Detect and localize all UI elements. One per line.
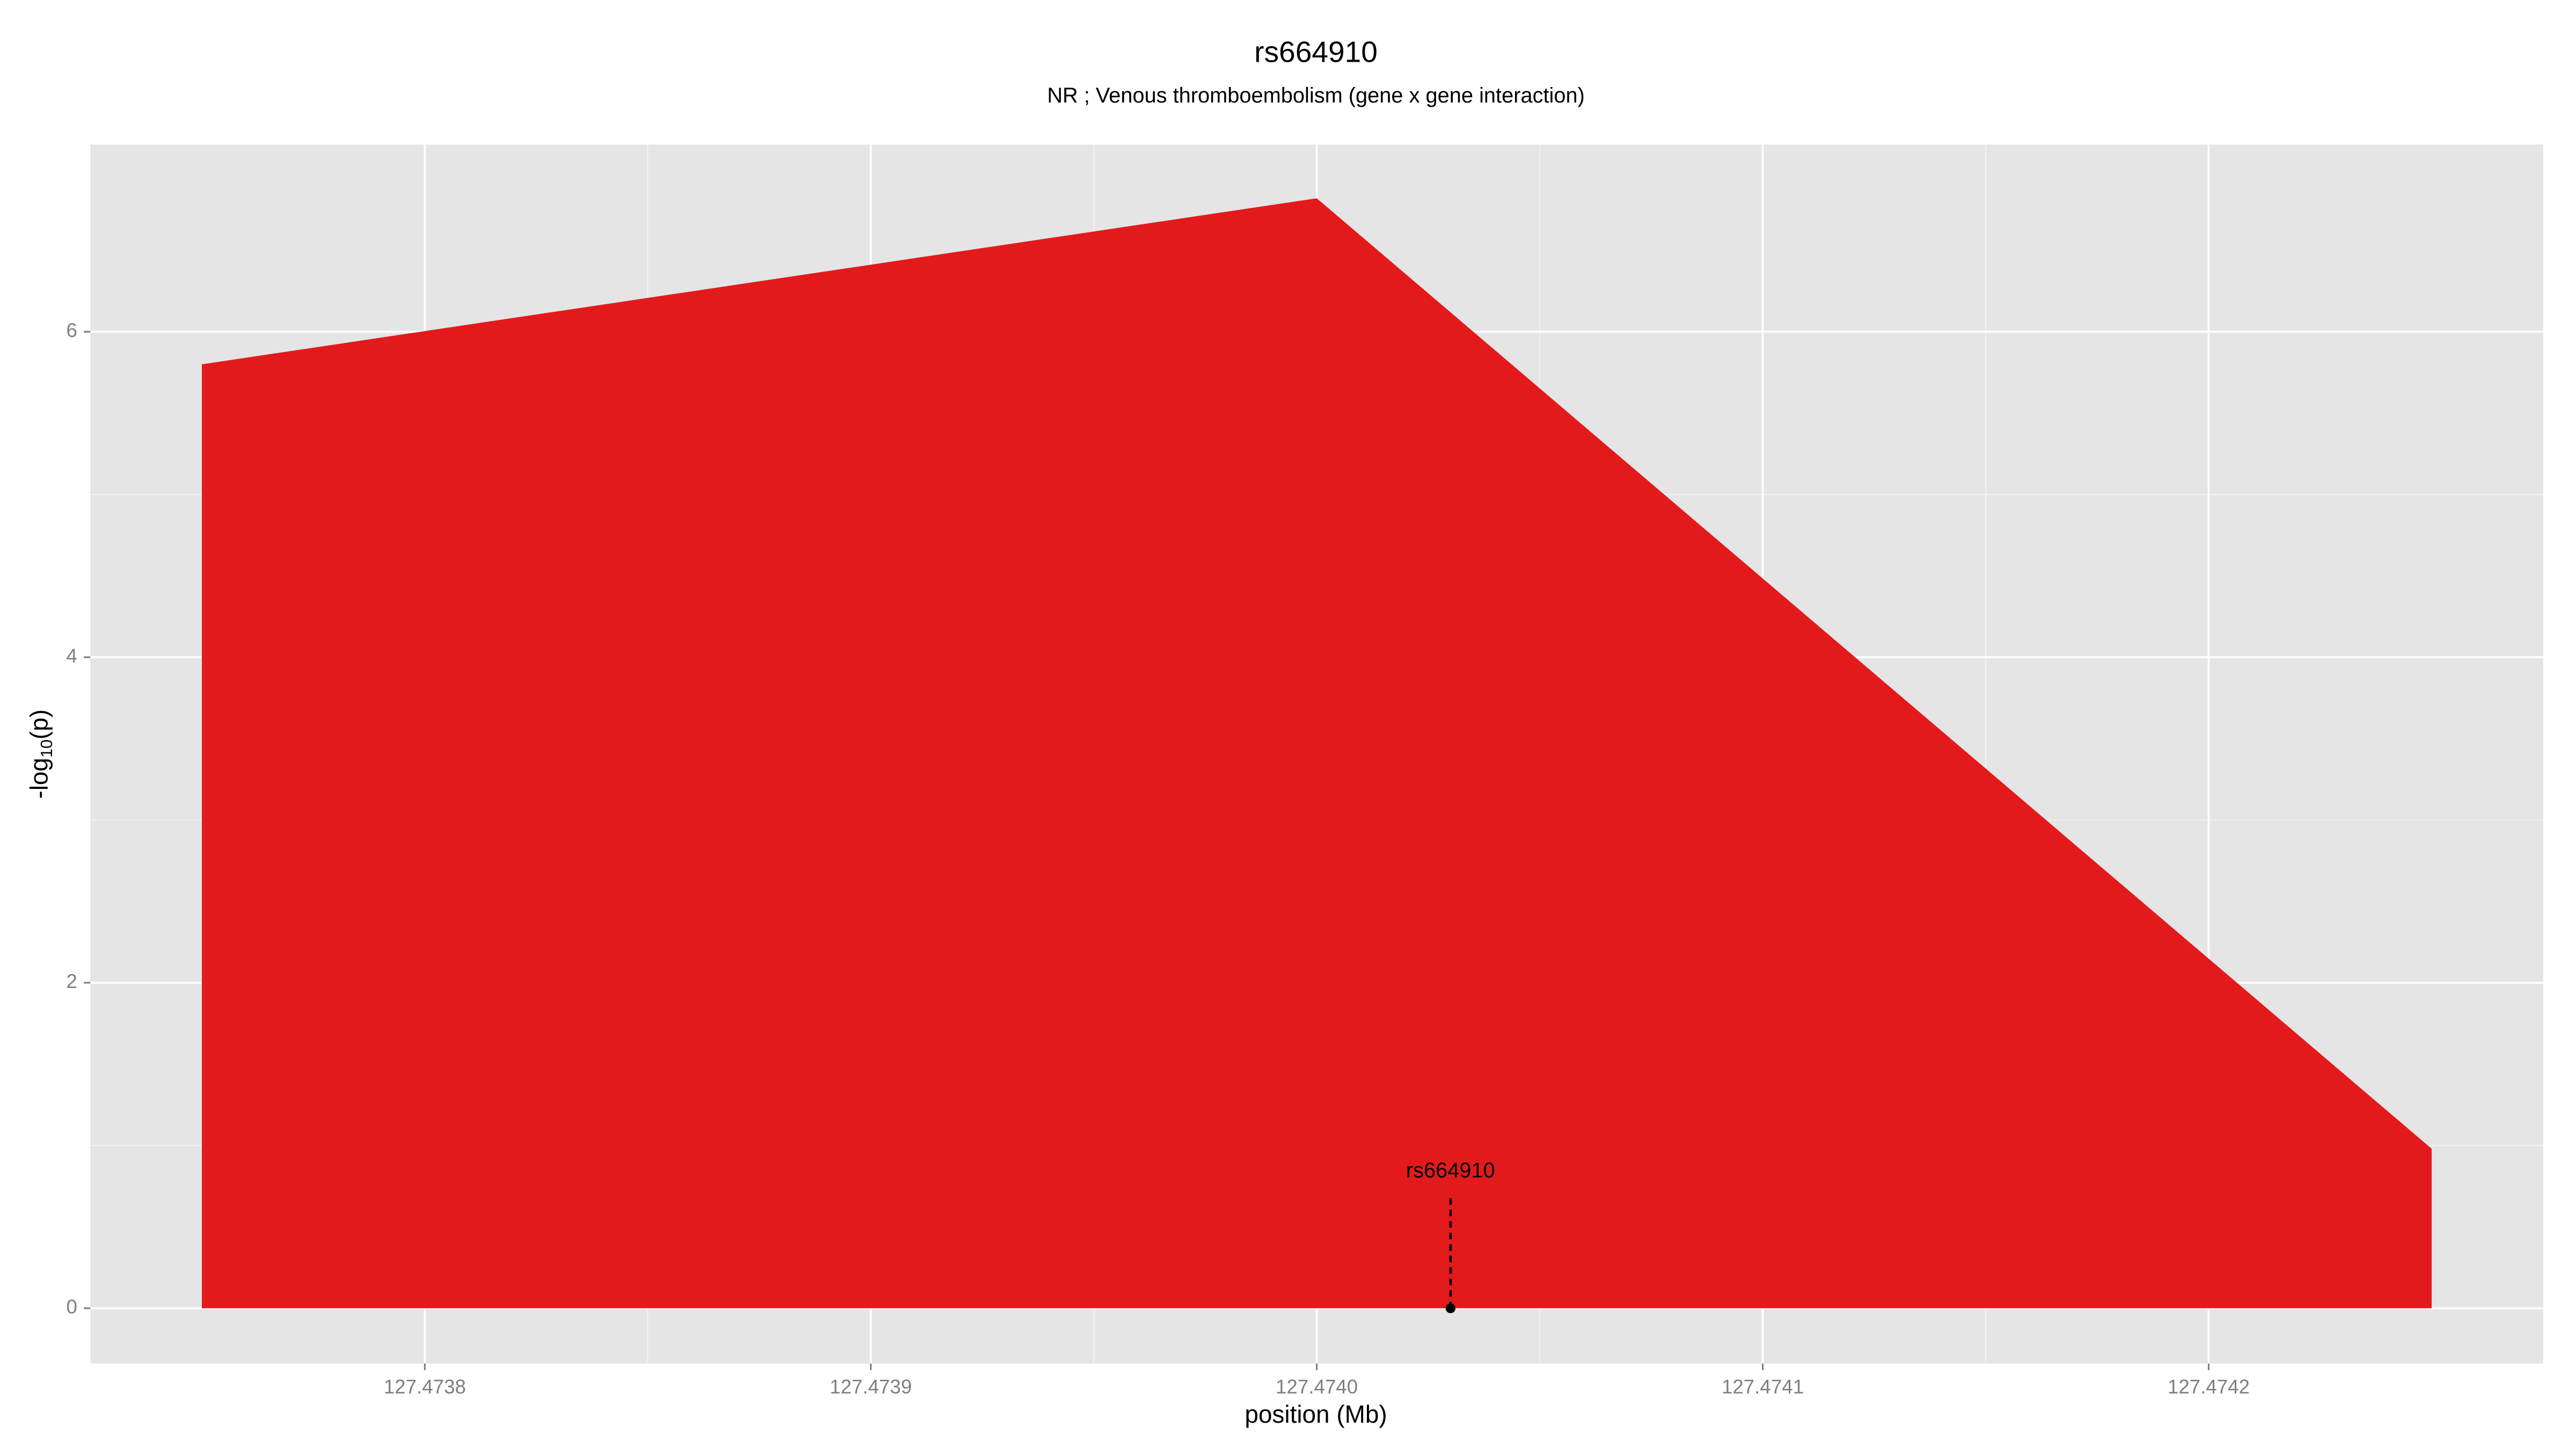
chart-subtitle: NR ; Venous thromboembolism (gene x gene… [1047,84,1585,107]
y-tick-label: 0 [66,1296,77,1318]
chart-title: rs664910 [1254,35,1378,69]
y-axis-label: -log10(p) [25,709,56,799]
y-tick-label: 4 [66,645,77,667]
y-label-subscript: 10 [38,740,56,758]
x-tick-label: 127.4742 [2168,1375,2250,1397]
snp-label: rs664910 [1406,1159,1495,1182]
x-tick-label: 127.4738 [384,1375,466,1397]
area [202,198,2432,1308]
x-axis-label: position (Mb) [1245,1400,1387,1428]
y-tick-label: 2 [66,970,77,992]
x-tick-label: 127.4739 [830,1375,912,1397]
y-label-part: (p) [25,709,53,740]
snp-point [1445,1303,1456,1313]
y-label-part: -log [25,758,53,799]
x-tick-label: 127.4740 [1276,1375,1358,1397]
y-tick-label: 6 [66,319,77,341]
x-tick-label: 127.4741 [1722,1375,1804,1397]
